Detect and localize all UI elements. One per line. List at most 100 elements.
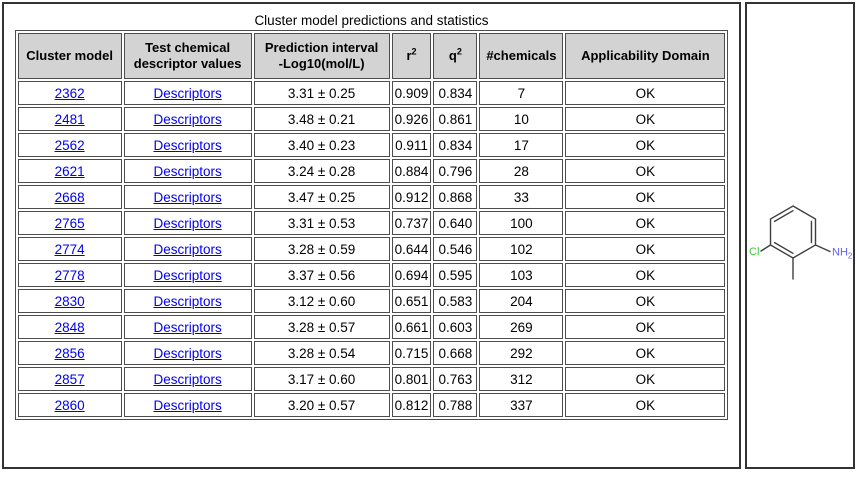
col-header-label: r [406,47,412,63]
r2-cell: 0.911 [391,133,432,157]
col-header-label: Cluster model [26,47,113,63]
descriptors-link[interactable]: Descriptors [153,241,222,257]
r2-cell: 0.651 [391,289,432,313]
descriptors-cell: Descriptors [123,107,252,131]
applicability-domain-cell: OK [565,211,726,235]
r2-cell: 0.715 [391,341,432,365]
descriptors-cell: Descriptors [123,211,252,235]
prediction-interval-cell: 3.20 ± 0.57 [253,393,390,417]
q2-cell: 0.861 [433,107,478,131]
q2-cell: 0.796 [433,159,478,183]
benzene-ring [760,205,831,280]
applicability-domain-cell: OK [565,263,726,287]
applicability-domain-cell: OK [565,107,726,131]
descriptors-link[interactable]: Descriptors [153,163,222,179]
descriptors-link[interactable]: Descriptors [153,111,222,127]
r2-cell: 0.812 [391,393,432,417]
results-panel: Cluster model predictions and statistics… [2,2,741,469]
table-row: 2856 Descriptors 3.28 ± 0.54 0.715 0.668… [17,341,726,365]
applicability-domain-cell: OK [565,133,726,157]
table-row: 2778 Descriptors 3.37 ± 0.56 0.694 0.595… [17,263,726,287]
chemicals-count-cell: 204 [479,289,564,313]
table-row: 2765 Descriptors 3.31 ± 0.53 0.737 0.640… [17,211,726,235]
cluster-model-link[interactable]: 2856 [54,345,85,361]
chemicals-count-cell: 7 [479,81,564,105]
descriptors-link[interactable]: Descriptors [153,189,222,205]
descriptors-cell: Descriptors [123,341,252,365]
prediction-interval-cell: 3.48 ± 0.21 [253,107,390,131]
r2-cell: 0.909 [391,81,432,105]
cluster-model-link[interactable]: 2362 [54,85,85,101]
descriptors-link[interactable]: Descriptors [153,345,222,361]
cluster-model-link[interactable]: 2765 [54,215,85,231]
cluster-model-link[interactable]: 2774 [54,241,85,257]
col-header-label: descriptor values [133,56,242,71]
descriptors-cell: Descriptors [123,237,252,261]
cluster-model-link[interactable]: 2778 [54,267,85,283]
table-row: 2857 Descriptors 3.17 ± 0.60 0.801 0.763… [17,367,726,391]
prediction-interval-cell: 3.31 ± 0.53 [253,211,390,235]
chemicals-count-cell: 103 [479,263,564,287]
chemicals-count-cell: 102 [479,237,564,261]
applicability-domain-cell: OK [565,81,726,105]
cluster-model-link[interactable]: 2857 [54,371,85,387]
chemicals-count-cell: 312 [479,367,564,391]
col-header-label: Applicability Domain [581,47,710,63]
structure-panel: Cl NH2 [745,2,855,469]
q2-cell: 0.834 [433,133,478,157]
descriptors-link[interactable]: Descriptors [153,215,222,231]
col-header-superscript: 2 [411,46,417,57]
prediction-interval-cell: 3.31 ± 0.25 [253,81,390,105]
amine-label-subscript: 2 [848,252,852,261]
applicability-domain-cell: OK [565,393,726,417]
cluster-model-cell: 2830 [17,289,122,313]
table-row: 2481 Descriptors 3.48 ± 0.21 0.926 0.861… [17,107,726,131]
table-row: 2362 Descriptors 3.31 ± 0.25 0.909 0.834… [17,81,726,105]
col-header-cluster-model: Cluster model [17,33,122,79]
descriptors-link[interactable]: Descriptors [153,267,222,283]
table-row: 2668 Descriptors 3.47 ± 0.25 0.912 0.868… [17,185,726,209]
prediction-interval-cell: 3.28 ± 0.59 [253,237,390,261]
cluster-stats-table: Cluster model Test chemical descriptor v… [14,30,729,420]
cluster-model-cell: 2778 [17,263,122,287]
cluster-model-link[interactable]: 2830 [54,293,85,309]
cluster-model-link[interactable]: 2848 [54,319,85,335]
descriptors-cell: Descriptors [123,393,252,417]
col-header-label: Test chemical [145,39,231,55]
cluster-model-link[interactable]: 2860 [54,397,85,413]
descriptors-link[interactable]: Descriptors [153,371,222,387]
col-header-prediction-interval: Prediction interval -Log10(mol/L) [253,33,390,79]
cluster-model-link[interactable]: 2562 [54,137,85,153]
table-title: Cluster model predictions and statistics [254,13,489,28]
table-row: 2774 Descriptors 3.28 ± 0.59 0.644 0.546… [17,237,726,261]
prediction-interval-cell: 3.28 ± 0.54 [253,341,390,365]
col-header-r2: r2 [391,33,432,79]
chemicals-count-cell: 292 [479,341,564,365]
applicability-domain-cell: OK [565,159,726,183]
table-row: 2860 Descriptors 3.20 ± 0.57 0.812 0.788… [17,393,726,417]
descriptors-link[interactable]: Descriptors [153,397,222,413]
cluster-model-link[interactable]: 2621 [54,163,85,179]
r2-cell: 0.926 [391,107,432,131]
descriptors-link[interactable]: Descriptors [153,319,222,335]
chemical-structure: Cl NH2 [749,205,852,280]
chemicals-count-cell: 28 [479,159,564,183]
r2-cell: 0.801 [391,367,432,391]
prediction-interval-cell: 3.28 ± 0.57 [253,315,390,339]
cluster-model-link[interactable]: 2481 [54,111,85,127]
descriptors-link[interactable]: Descriptors [153,137,222,153]
descriptors-link[interactable]: Descriptors [153,85,222,101]
q2-cell: 0.763 [433,367,478,391]
amine-label: NH2 [832,247,852,261]
col-header-q2: q2 [433,33,478,79]
chemicals-count-cell: 269 [479,315,564,339]
col-header-descriptor-values: Test chemical descriptor values [123,33,252,79]
applicability-domain-cell: OK [565,237,726,261]
cluster-model-link[interactable]: 2668 [54,189,85,205]
descriptors-link[interactable]: Descriptors [153,293,222,309]
descriptors-cell: Descriptors [123,367,252,391]
cluster-model-cell: 2856 [17,341,122,365]
descriptors-cell: Descriptors [123,185,252,209]
descriptors-cell: Descriptors [123,263,252,287]
amine-bond [814,244,831,253]
